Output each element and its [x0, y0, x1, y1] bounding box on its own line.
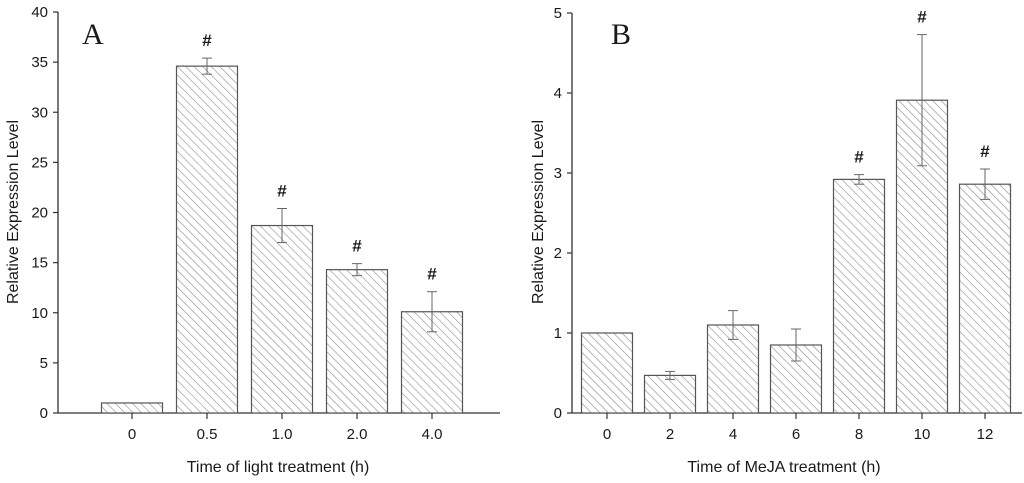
panel-b-x-tick-label: 10 [914, 426, 931, 443]
panel-b-bar [832, 178, 886, 414]
panel-a-y-axis-title: Relative Expression Level [5, 120, 22, 304]
panel-a-y-tick-label: 5 [40, 355, 48, 372]
panel-b-x-tick-label: 8 [855, 426, 863, 443]
panel-a-y-tick-label: 25 [31, 154, 48, 171]
panel-a-x-tick-label: 0.5 [197, 426, 218, 443]
panel-b-x-axis-title: Time of MeJA treatment (h) [687, 459, 880, 476]
panel-b-bar [643, 374, 697, 414]
panel-b: B Relative Expression Level Time of MeJA… [530, 5, 1022, 476]
panel-a-y-tick-label: 15 [31, 255, 48, 272]
panel-b-significance-mark: # [980, 142, 990, 161]
panel-a-y-tick-label: 40 [31, 4, 48, 21]
panel-b-y-tick-label: 2 [554, 245, 562, 262]
panel-a-bar [250, 224, 314, 414]
panel-a-y-tick-label: 30 [31, 104, 48, 121]
panel-a-x-tick-label: 1.0 [272, 426, 293, 443]
panel-a-y-tick-label: 20 [31, 205, 48, 222]
panel-b-x-tick-label: 0 [603, 426, 611, 443]
panel-a-y-tick-label: 0 [40, 405, 48, 422]
panel-a-bar [325, 269, 389, 414]
panel-a-bar [175, 65, 239, 414]
panel-a-letter: A [82, 18, 104, 51]
panel-b-y-tick-label: 5 [554, 5, 562, 22]
panel-a-significance-mark: # [202, 31, 212, 50]
panel-b-x-tick-label: 2 [666, 426, 674, 443]
panel-a-x-tick-label: 2.0 [347, 426, 368, 443]
panel-a-bar [100, 402, 164, 414]
panel-b-y-tick-label: 0 [554, 405, 562, 422]
panel-b-bar [580, 332, 634, 414]
panel-b-bar [958, 183, 1012, 414]
panel-b-x-tick-label: 4 [729, 426, 737, 443]
panel-b-x-tick-label: 12 [977, 426, 994, 443]
panel-a-significance-mark: # [427, 265, 437, 284]
panel-b-letter: B [611, 18, 631, 51]
panel-a-x-tick-label: 4.0 [422, 426, 443, 443]
panel-a-significance-mark: # [277, 181, 287, 200]
panel-a-significance-mark: # [352, 237, 362, 256]
panel-b-y-tick-label: 3 [554, 165, 562, 182]
panel-a: A Relative Expression Level Time of ligh… [5, 4, 500, 476]
panel-b-significance-mark: # [917, 8, 927, 27]
panel-a-plot-area: 0 5 10 15 20 25 30 35 40 0 #0.5 #1.0 #2.0 #4.0 [31, 4, 500, 443]
panel-a-y-tick-label: 35 [31, 54, 48, 71]
panel-a-x-tick-label: 0 [128, 426, 136, 443]
panel-b-y-axis-title: Relative Expression Level [530, 120, 547, 304]
panel-a-y-tick-label: 10 [31, 305, 48, 322]
panel-b-y-tick-label: 4 [554, 85, 562, 102]
panel-a-x-axis-title: Time of light treatment (h) [187, 459, 370, 476]
panel-b-y-tick-label: 1 [554, 325, 562, 342]
panel-b-x-tick-label: 6 [792, 426, 800, 443]
panel-b-significance-mark: # [854, 148, 864, 167]
